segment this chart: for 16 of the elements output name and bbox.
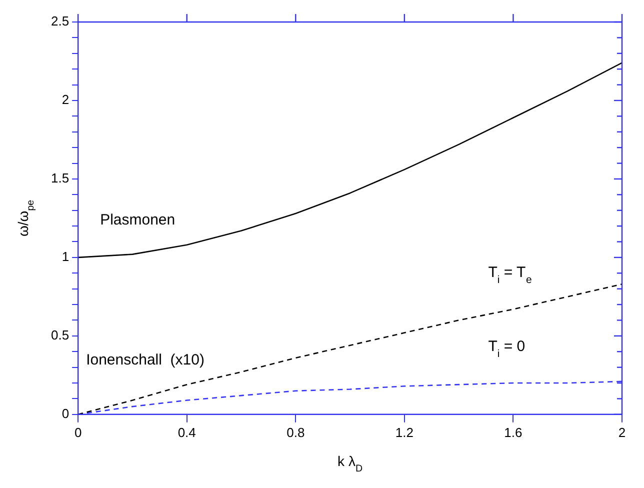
- annotation: Ionenschall (x10): [86, 351, 204, 368]
- y-tick-label: 0: [62, 406, 70, 421]
- y-tick-label: 2.5: [50, 14, 70, 29]
- y-axis-title: ω/ωpe: [15, 199, 37, 237]
- x-tick-label: 2: [618, 424, 626, 440]
- y-tick-label: 1.5: [50, 170, 70, 186]
- x-tick-label: 1.6: [504, 424, 522, 440]
- y-tick-label: 1: [62, 249, 70, 264]
- x-tick-label: 1.2: [395, 424, 414, 440]
- x-tick-label: 0: [74, 424, 82, 440]
- x-tick-label: 0.4: [178, 424, 196, 440]
- series-label: Plasmonen: [100, 211, 176, 228]
- y-tick-label: 0.5: [50, 328, 70, 342]
- x-tick-label: 0.8: [286, 424, 305, 440]
- line-series: [78, 283, 622, 414]
- y-tick-label: 2: [62, 92, 70, 108]
